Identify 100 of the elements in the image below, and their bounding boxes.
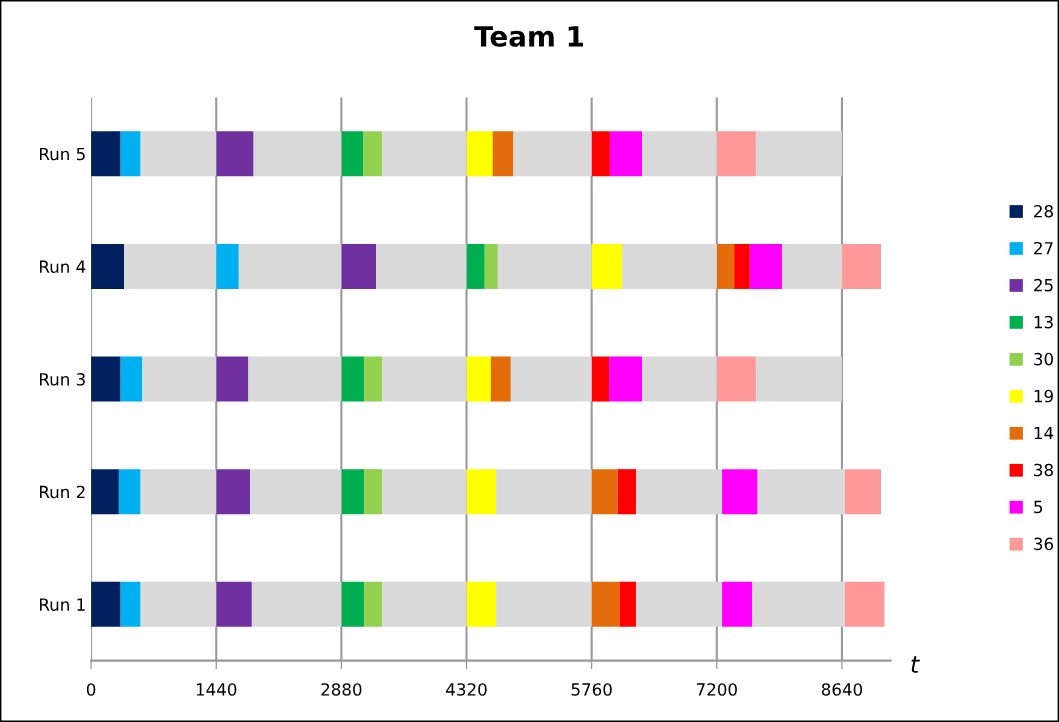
- bar: [716, 243, 735, 289]
- y-tick-label: Run 3: [39, 373, 85, 386]
- bar: [617, 469, 636, 515]
- legend-label: 38: [1034, 463, 1053, 477]
- bar: [844, 469, 882, 515]
- legend-label: 30: [1034, 352, 1053, 366]
- bar: [781, 243, 842, 289]
- bar: [140, 131, 217, 177]
- bar: [382, 131, 467, 177]
- bar: [341, 581, 364, 627]
- bar: [642, 131, 717, 177]
- bar: [216, 581, 252, 627]
- bar: [341, 469, 364, 515]
- bar: [363, 131, 383, 177]
- bar: [609, 131, 643, 177]
- bar: [844, 581, 885, 627]
- bar: [466, 356, 491, 402]
- bar: [216, 131, 254, 177]
- bar: [466, 243, 485, 289]
- bar: [591, 243, 623, 289]
- y-tick-label: Run 2: [39, 485, 85, 499]
- bar: [466, 131, 493, 177]
- bar: [253, 131, 342, 177]
- legend-label: 19: [1034, 389, 1053, 403]
- y-tick-label: Run 4: [39, 260, 86, 273]
- bar: [140, 469, 217, 515]
- bar: [250, 469, 342, 515]
- bar: [363, 581, 383, 627]
- bar: [496, 469, 592, 515]
- bar: [749, 243, 782, 289]
- bar: [755, 356, 842, 402]
- bar: [755, 131, 842, 177]
- bar: [248, 356, 342, 402]
- y-tick-label: Run 5: [39, 147, 85, 161]
- bar: [140, 581, 217, 627]
- legend-label: 25: [1034, 278, 1053, 292]
- bar: [510, 356, 592, 402]
- bar: [716, 356, 756, 402]
- bar: [722, 469, 758, 515]
- bar: [591, 581, 620, 627]
- legend-label: 27: [1034, 241, 1053, 255]
- bar: [513, 131, 592, 177]
- bar: [497, 243, 592, 289]
- bar: [492, 131, 514, 177]
- bar: [142, 356, 217, 402]
- bar: [484, 243, 498, 289]
- bar: [635, 469, 723, 515]
- x-tick-label: 7200: [696, 683, 737, 696]
- x-tick-label: 4320: [446, 683, 487, 696]
- bar: [120, 131, 141, 177]
- bar: [251, 581, 342, 627]
- bar: [238, 243, 342, 289]
- bar: [591, 469, 618, 515]
- x-tick-label: 2880: [321, 683, 362, 696]
- bar: [490, 356, 511, 402]
- bar: [91, 581, 121, 627]
- bar: [376, 243, 467, 289]
- bar: [466, 581, 497, 627]
- bar: [120, 356, 143, 402]
- bar: [757, 469, 845, 515]
- bar: [124, 243, 217, 289]
- x-axis-title: t: [911, 656, 920, 673]
- bar: [91, 469, 119, 515]
- bar: [619, 581, 636, 627]
- x-tick-label: 8640: [821, 683, 863, 696]
- bar: [118, 469, 141, 515]
- bar: [341, 131, 364, 177]
- chart-title: Team 1: [474, 26, 583, 47]
- bar: [716, 131, 756, 177]
- bar: [341, 243, 377, 289]
- bar: [752, 581, 845, 627]
- bar: [363, 469, 383, 515]
- bar: [382, 469, 467, 515]
- x-tick-label: 0: [86, 683, 96, 696]
- bar: [591, 356, 610, 402]
- bar: [363, 356, 383, 402]
- bar: [635, 581, 723, 627]
- bar: [591, 131, 610, 177]
- bar: [341, 356, 364, 402]
- bar: [216, 469, 251, 515]
- legend-label: 5: [1034, 500, 1043, 514]
- legend-label: 13: [1034, 315, 1053, 329]
- bar: [91, 131, 121, 177]
- legend-label: 28: [1034, 204, 1053, 218]
- bar: [382, 356, 467, 402]
- bar: [622, 243, 717, 289]
- bar: [609, 356, 643, 402]
- bar: [91, 356, 121, 402]
- bar: [120, 581, 141, 627]
- bar: [734, 243, 750, 289]
- bar: [841, 243, 882, 289]
- bar: [216, 356, 249, 402]
- legend-label: 14: [1034, 426, 1054, 440]
- y-tick-label: Run 1: [39, 598, 85, 611]
- legend-label: 36: [1034, 537, 1054, 551]
- bar: [722, 581, 753, 627]
- x-tick-label: 1440: [196, 683, 237, 696]
- bar: [466, 469, 497, 515]
- bar: [642, 356, 717, 402]
- bar: [91, 243, 125, 289]
